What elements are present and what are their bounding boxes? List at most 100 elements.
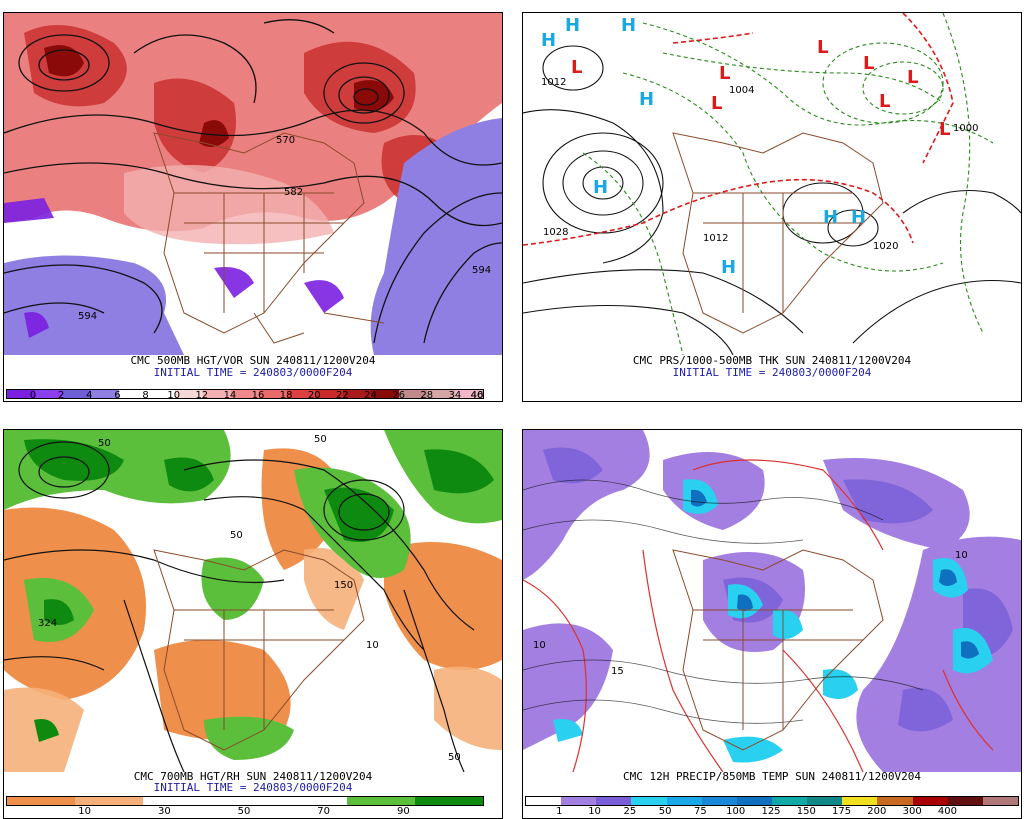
- panel-title: CMC 700MB HGT/RH SUN 240811/1200V204: [133, 770, 373, 783]
- vorticity-fill-low: [4, 118, 502, 355]
- panel-precip-temp: 10 15 10 CMC 12H PRECIP/850MB TEMP SUN 2…: [522, 429, 1022, 819]
- temp-contour-label: 10: [955, 550, 968, 561]
- colorbar-tick-label: 28: [420, 390, 434, 401]
- panel-title: CMC PRS/1000-500MB THK SUN 240811/1200V2…: [632, 354, 912, 367]
- colorbar-precip: [525, 796, 1019, 806]
- high-pressure-center: H: [593, 177, 608, 198]
- colorbar-swatch: [347, 797, 415, 805]
- rh-fill-moderate: [4, 548, 502, 772]
- colorbar-swatch: [771, 797, 808, 805]
- high-pressure-center: H: [621, 15, 636, 36]
- vorticity-fill-low-patches: [4, 198, 344, 338]
- colorbar-tick-label: 90: [396, 806, 410, 817]
- colorbar-tick-label: 30: [157, 806, 171, 817]
- high-pressure-center: H: [851, 207, 866, 228]
- colorbar-tick-label: 100: [726, 806, 746, 817]
- colorbar-swatch: [211, 797, 279, 805]
- colorbar-swatch: [399, 390, 427, 398]
- low-pressure-center: L: [907, 67, 918, 88]
- colorbar-swatch: [203, 390, 231, 398]
- colorbar-tick-label: 70: [317, 806, 331, 817]
- isobar-label: 1028: [543, 227, 568, 238]
- reference-thickness-line: [523, 13, 954, 246]
- colorbar-tick-label: 20: [307, 390, 321, 401]
- isobar-label: 1000: [953, 123, 978, 134]
- vorticity-fill-light: [124, 165, 334, 245]
- colorbar-swatch: [596, 797, 632, 805]
- colorbar-swatch: [561, 797, 597, 805]
- colorbar-ticks-precip: 1 10 25 50 75 100 125 150 175 200 300 400: [524, 806, 1018, 818]
- colorbar-swatch: [315, 390, 343, 398]
- colorbar-tick-label: 16: [251, 390, 265, 401]
- colorbar-swatch: [427, 390, 455, 398]
- colorbar-swatch: [982, 797, 1018, 805]
- colorbar-tick-label: 22: [336, 390, 349, 401]
- colorbar-swatch: [279, 797, 347, 805]
- low-pressure-center: L: [571, 57, 582, 78]
- pressure-map[interactable]: H H H H H H H H L L L L L L L L 1012 102…: [523, 13, 1021, 355]
- colorbar-tick-label: 400: [937, 806, 957, 817]
- isobars: [523, 45, 1021, 355]
- rh-fill-saturated: [24, 439, 494, 742]
- colorbar-tick-label: 75: [694, 806, 707, 817]
- political-boundaries: [153, 549, 365, 751]
- colorbar-tick-label: 0: [29, 390, 37, 401]
- colorbar-tick-label: 10: [78, 806, 92, 817]
- colorbar-swatch: [736, 797, 772, 805]
- rh-contour-label: 150: [334, 580, 353, 591]
- panel-pressure-thickness: H H H H H H H H L L L L L L L L 1012 102…: [522, 12, 1022, 402]
- panel-title: CMC 12H PRECIP/850MB TEMP SUN 240811/120…: [622, 770, 921, 783]
- colorbar-tick-label: 40: [470, 390, 484, 401]
- colorbar-tick-label: 50: [237, 806, 251, 817]
- contour-label: 582: [284, 187, 303, 198]
- precip-map-svg: 10 15 10: [523, 430, 1021, 772]
- high-pressure-center: H: [823, 207, 838, 228]
- isobar-label: 1012: [541, 77, 566, 88]
- low-pressure-center: L: [817, 37, 828, 58]
- colorbar-tick-label: 18: [279, 390, 293, 401]
- isobar-label: 1004: [729, 85, 754, 96]
- temp-contour-label: 10: [533, 640, 546, 651]
- political-boundaries: [153, 132, 385, 344]
- colorbar-swatch: [119, 390, 147, 398]
- colorbar-tick-label: 4: [86, 390, 93, 401]
- rh-contour-label: 324: [38, 618, 57, 629]
- low-pressure-center: L: [863, 53, 874, 74]
- temp-contour-label: 15: [611, 666, 624, 677]
- precip-fill-moderate: [543, 447, 1013, 732]
- isobar-label: 1020: [873, 241, 898, 252]
- vorticity-map[interactable]: 570 582 594 594: [4, 13, 502, 355]
- height-contours: [4, 441, 475, 772]
- colorbar-tick-label: 200: [867, 806, 887, 817]
- high-pressure-center: H: [541, 30, 556, 51]
- colorbar-rh: [6, 796, 484, 806]
- colorbar-tick-label: 25: [623, 806, 637, 817]
- colorbar-swatch: [35, 390, 63, 398]
- colorbar-swatch: [455, 390, 483, 398]
- low-pressure-center: L: [711, 93, 722, 114]
- colorbar-swatch: [7, 797, 75, 805]
- colorbar-swatch: [259, 390, 287, 398]
- initial-time: INITIAL TIME = 240803/0000F204: [153, 781, 353, 794]
- colorbar-swatch: [287, 390, 315, 398]
- contour-label: 594: [78, 311, 97, 322]
- precip-map[interactable]: 10 15 10: [523, 430, 1021, 772]
- rh-contour-label: 50: [314, 434, 327, 445]
- colorbar-swatch: [147, 390, 175, 398]
- colorbar-swatch: [63, 390, 91, 398]
- colorbar-swatch: [415, 797, 483, 805]
- rh-map[interactable]: 50 50 150 50 10 324 50: [4, 430, 502, 772]
- colorbar-swatch: [842, 797, 878, 805]
- colorbar-tick-label: 10: [588, 806, 601, 817]
- rh-contour-label: 50: [448, 752, 461, 763]
- colorbar-swatch: [143, 797, 211, 805]
- colorbar-tick-label: 12: [195, 390, 209, 401]
- colorbar-tick-label: 24: [364, 390, 377, 401]
- colorbar-swatch: [807, 797, 843, 805]
- rh-contour-label: 50: [230, 530, 243, 541]
- initial-time: INITIAL TIME = 240803/0000F204: [672, 366, 872, 379]
- low-pressure-center: L: [719, 63, 730, 84]
- precip-fill-heavy: [553, 479, 993, 763]
- colorbar-tick-label: 300: [902, 806, 922, 817]
- colorbar-swatch: [912, 797, 948, 805]
